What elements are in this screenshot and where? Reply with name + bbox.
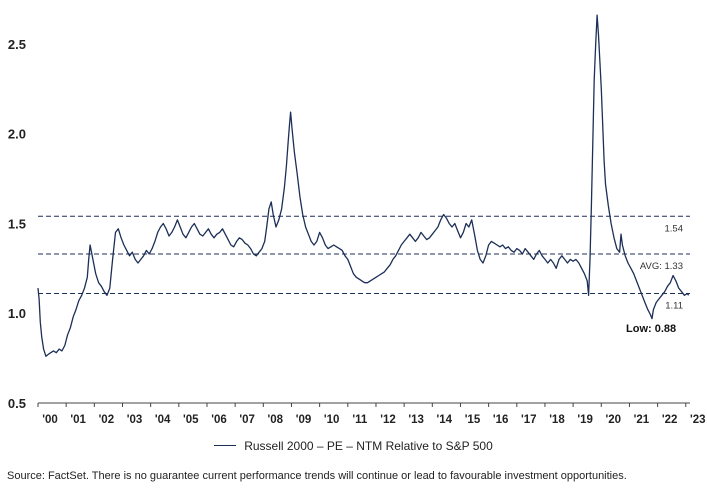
x-tick-label: '21: [634, 414, 650, 426]
x-tick-label: '01: [70, 414, 86, 426]
x-tick-label: '20: [606, 414, 622, 426]
x-tick-label: '18: [549, 414, 565, 426]
x-tick-label: '00: [42, 414, 58, 426]
x-tick-label: '07: [239, 414, 255, 426]
reference-label-upper-band: 1.54: [665, 223, 684, 234]
x-tick-label: '23: [690, 414, 706, 426]
x-tick-label: '03: [127, 414, 143, 426]
x-tick-label: '22: [662, 414, 678, 426]
low-annotation: Low: 0.88: [626, 323, 676, 335]
x-tick-label: '08: [268, 414, 284, 426]
legend-swatch: [214, 445, 237, 447]
y-tick-label: 1.5: [8, 216, 26, 231]
legend: Russell 2000 – PE – NTM Relative to S&P …: [0, 439, 707, 453]
y-tick-label: 2.5: [8, 37, 26, 52]
x-tick-label: '13: [408, 414, 424, 426]
x-tick-label: '04: [155, 414, 171, 426]
legend-label: Russell 2000 – PE – NTM Relative to S&P …: [244, 439, 493, 453]
x-tick-label: '10: [324, 414, 340, 426]
x-tick-label: '11: [352, 414, 367, 426]
x-tick-label: '02: [99, 414, 115, 426]
x-tick-label: '14: [437, 414, 453, 426]
series-line: [37, 14, 690, 357]
x-tick-label: '09: [296, 414, 312, 426]
x-tick-label: '05: [183, 414, 199, 426]
reference-label-lower-band: 1.11: [665, 300, 683, 311]
x-tick-label: '06: [211, 414, 227, 426]
reference-label-average: AVG: 1.33: [640, 261, 683, 272]
source-note: Source: FactSet. There is no guarantee c…: [7, 470, 627, 482]
y-tick-label: 1.0: [8, 306, 26, 321]
x-tick-label: '17: [521, 414, 537, 426]
x-tick-label: '15: [465, 414, 481, 426]
chart-svg: 0.5 1.0 1.5 2.0 2.5 '00 '01 '02 '03 '04 '05 '06 '07 '…: [8, 14, 706, 426]
y-tick-label: 2.0: [8, 127, 26, 142]
x-tick-label: '19: [577, 414, 593, 426]
x-tick-label: '12: [380, 414, 396, 426]
x-tick-label: '16: [493, 414, 509, 426]
y-tick-label: 0.5: [8, 396, 26, 411]
